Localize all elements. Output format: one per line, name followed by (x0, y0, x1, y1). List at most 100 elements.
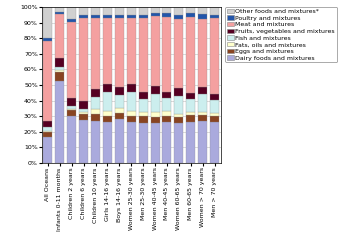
Bar (186, 7, 195, 13)
Bar (115, 15, 124, 18)
Bar (115, 7, 124, 15)
Bar (174, 15, 183, 19)
Bar (139, 18, 148, 92)
Bar (198, 19, 207, 86)
Bar (115, 108, 124, 113)
Bar (174, 19, 183, 88)
Bar (67, 109, 76, 110)
Bar (127, 15, 136, 18)
Bar (115, 113, 124, 119)
Bar (43, 121, 52, 127)
Bar (79, 101, 88, 109)
Bar (198, 14, 207, 19)
Bar (67, 106, 76, 109)
Bar (174, 123, 183, 163)
Bar (43, 127, 52, 130)
Bar (150, 112, 160, 117)
Bar (55, 70, 64, 72)
Bar (115, 95, 124, 108)
Bar (162, 92, 172, 98)
Bar (79, 15, 88, 18)
Bar (115, 119, 124, 163)
Bar (103, 18, 112, 84)
Bar (174, 88, 183, 96)
Bar (43, 130, 52, 132)
Bar (186, 13, 195, 17)
Bar (115, 87, 124, 95)
Bar (55, 7, 64, 12)
Bar (103, 122, 112, 163)
Bar (198, 121, 207, 163)
Bar (43, 137, 52, 163)
Bar (139, 99, 148, 112)
Bar (79, 112, 88, 114)
Bar (210, 15, 219, 18)
Bar (91, 89, 100, 97)
Bar (162, 116, 172, 123)
Bar (186, 17, 195, 93)
Bar (210, 100, 219, 113)
Bar (210, 116, 219, 122)
Bar (79, 114, 88, 120)
Bar (186, 122, 195, 163)
Bar (91, 7, 100, 15)
Bar (210, 94, 219, 100)
Bar (67, 22, 76, 98)
Bar (67, 19, 76, 22)
Bar (79, 18, 88, 101)
Bar (198, 115, 207, 121)
Bar (162, 98, 172, 111)
Bar (67, 98, 76, 106)
Bar (127, 116, 136, 122)
Bar (174, 7, 183, 15)
Bar (150, 16, 160, 86)
Bar (67, 110, 76, 116)
Bar (210, 7, 219, 15)
Bar (43, 38, 52, 41)
Bar (79, 120, 88, 163)
Bar (186, 115, 195, 122)
Bar (139, 112, 148, 116)
Bar (198, 94, 207, 112)
Bar (210, 18, 219, 94)
Bar (139, 123, 148, 163)
Bar (139, 92, 148, 99)
Bar (150, 7, 160, 13)
Bar (91, 15, 100, 18)
Bar (79, 7, 88, 15)
Bar (162, 123, 172, 163)
Bar (174, 117, 183, 123)
Bar (103, 15, 112, 18)
Bar (103, 7, 112, 15)
Bar (103, 111, 112, 116)
Bar (127, 84, 136, 92)
Bar (198, 112, 207, 115)
Bar (67, 116, 76, 163)
Bar (91, 114, 100, 120)
Bar (198, 7, 207, 14)
Bar (150, 13, 160, 16)
Bar (150, 123, 160, 163)
Bar (91, 18, 100, 89)
Bar (91, 110, 100, 114)
Bar (162, 7, 172, 14)
Bar (198, 86, 207, 94)
Bar (127, 92, 136, 111)
Bar (139, 7, 148, 15)
Bar (162, 111, 172, 116)
Bar (55, 81, 64, 163)
Bar (103, 92, 112, 111)
Bar (162, 17, 172, 92)
Bar (103, 116, 112, 122)
Bar (55, 67, 64, 70)
Bar (43, 132, 52, 137)
Bar (186, 112, 195, 115)
Bar (139, 15, 148, 18)
Bar (55, 12, 64, 14)
Bar (139, 116, 148, 123)
Bar (67, 7, 76, 19)
Bar (91, 97, 100, 110)
Bar (55, 72, 64, 81)
Bar (150, 86, 160, 93)
Bar (186, 99, 195, 112)
